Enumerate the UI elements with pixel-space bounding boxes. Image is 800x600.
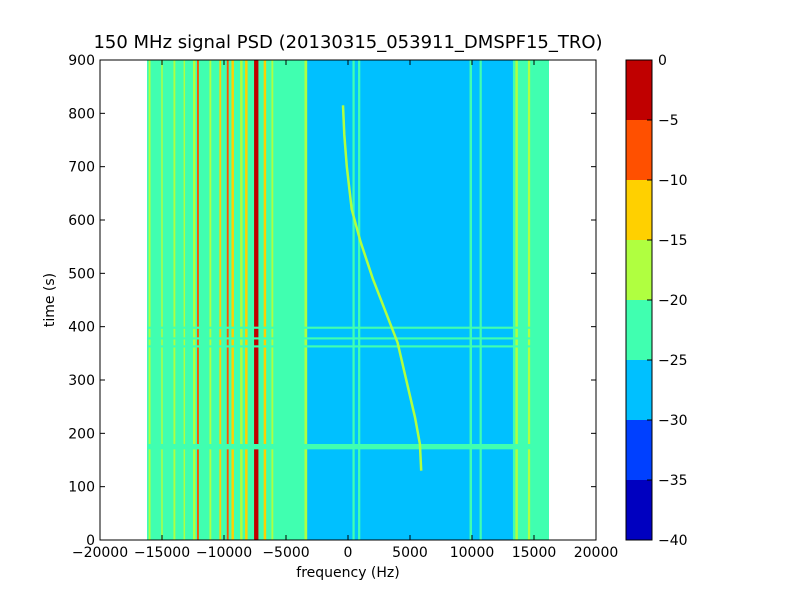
chart-title: 150 MHz signal PSD (20130315_053911_DMSP… bbox=[93, 32, 602, 53]
colorbar-tick-label: −30 bbox=[658, 413, 688, 429]
heatmap-line bbox=[479, 60, 482, 540]
heatmap-line bbox=[527, 60, 531, 540]
y-tick-label: 400 bbox=[68, 320, 95, 336]
heatmap-line bbox=[173, 60, 176, 540]
x-tick-label: −15000 bbox=[134, 545, 190, 561]
colorbar-segment bbox=[626, 360, 652, 420]
colorbar-segment bbox=[626, 120, 652, 180]
y-tick-label: 800 bbox=[68, 106, 95, 122]
x-tick-label: 0 bbox=[344, 545, 353, 561]
heatmap-line bbox=[271, 60, 274, 540]
heatmap-line bbox=[226, 60, 229, 540]
colorbar-tick-label: −40 bbox=[658, 533, 688, 549]
heatmap-hline bbox=[147, 326, 549, 329]
x-axis: −20000 −15000 −10000 −5000 0 5000 10000 15000 20… bbox=[72, 60, 618, 561]
x-tick-label: −10000 bbox=[196, 545, 252, 561]
heatmap-hline bbox=[147, 444, 549, 450]
colorbar-segment bbox=[626, 480, 652, 540]
doppler-trace bbox=[341, 105, 423, 471]
y-tick-label: 900 bbox=[68, 53, 95, 69]
y-tick-label: 600 bbox=[68, 213, 95, 229]
heatmap-line bbox=[161, 60, 163, 540]
heatmap-line bbox=[148, 60, 151, 540]
colorbar-tick-label: −15 bbox=[658, 233, 688, 249]
heatmap-line bbox=[278, 60, 281, 540]
x-tick-label: −20000 bbox=[72, 545, 128, 561]
colorbar-tick-label: −35 bbox=[658, 473, 688, 489]
heatmap-line bbox=[219, 60, 222, 540]
heatmap-line bbox=[231, 60, 234, 540]
heatmap-line bbox=[197, 60, 199, 540]
y-axis-label: time (s) bbox=[42, 273, 58, 327]
heatmap-line bbox=[183, 60, 186, 540]
x-axis-label: frequency (Hz) bbox=[296, 565, 399, 581]
heatmap-line bbox=[352, 60, 355, 540]
heatmap-line bbox=[290, 60, 292, 540]
heatmap-hline bbox=[147, 345, 549, 348]
colorbar-tick-label: −20 bbox=[658, 293, 688, 309]
heatmap-line bbox=[263, 60, 267, 540]
heatmap-line bbox=[304, 60, 308, 540]
colorbar-tick-label: 0 bbox=[658, 53, 667, 69]
x-tick-label: −5000 bbox=[262, 545, 309, 561]
colorbar-tick-label: −5 bbox=[658, 113, 679, 129]
x-tick-label: 15000 bbox=[512, 545, 557, 561]
heatmap-hline bbox=[147, 337, 549, 340]
heatmap-line bbox=[209, 60, 212, 540]
heatmap-line bbox=[254, 60, 259, 540]
heatmap-line bbox=[245, 60, 248, 540]
heatmap-line bbox=[240, 60, 243, 540]
colorbar-tick-label: −10 bbox=[658, 173, 688, 189]
heatmap-line bbox=[193, 60, 196, 540]
heatmap-line bbox=[358, 60, 361, 540]
colorbar-segment bbox=[626, 300, 652, 360]
y-axis: 0 100 200 300 400 500 600 700 800 900 bbox=[68, 53, 596, 549]
heatmap-band bbox=[536, 60, 549, 540]
x-tick-label: 10000 bbox=[450, 545, 495, 561]
colorbar-segment bbox=[626, 180, 652, 240]
heatmap-line bbox=[469, 60, 472, 540]
colorbar-tick-label: −25 bbox=[658, 353, 688, 369]
y-tick-label: 100 bbox=[68, 480, 95, 496]
y-tick-label: 300 bbox=[68, 373, 95, 389]
colorbar-segment bbox=[626, 420, 652, 480]
y-tick-label: 200 bbox=[68, 426, 95, 442]
colorbar-segment bbox=[626, 60, 652, 120]
x-tick-label: 5000 bbox=[392, 545, 428, 561]
heatmap-band bbox=[147, 60, 306, 540]
y-tick-label: 700 bbox=[68, 160, 95, 176]
colorbar-segment bbox=[626, 240, 652, 300]
x-tick-label: 20000 bbox=[574, 545, 619, 561]
y-tick-label: 0 bbox=[86, 533, 95, 549]
heatmap-line bbox=[515, 60, 518, 540]
heatmap bbox=[147, 60, 549, 540]
colorbar: −40 −35 −30 −25 −20 −15 −10 −5 0 bbox=[625, 53, 688, 549]
plot-area bbox=[100, 60, 596, 540]
y-tick-label: 500 bbox=[68, 266, 95, 282]
